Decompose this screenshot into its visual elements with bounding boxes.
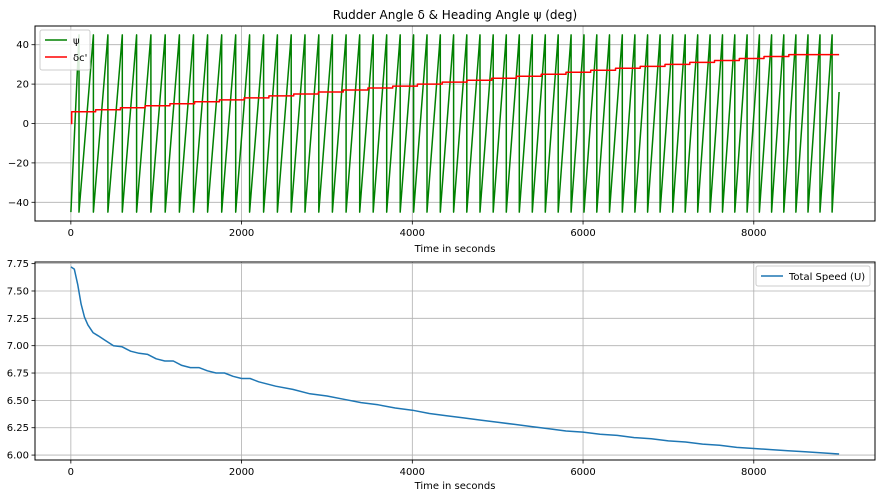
plot-area (70, 266, 840, 455)
y-ticks: 6.00 6.25 6.50 6.75 7.00 7.25 7.50 7.75 (7, 259, 35, 462)
plot-area (70, 34, 840, 213)
y-tick-label: 7.50 (7, 286, 29, 297)
y-tick-label: 0 (23, 119, 29, 130)
axes-frame (34, 25, 876, 222)
x-tick-label: 0 (68, 467, 74, 478)
x-tick-label: 8000 (741, 467, 766, 478)
legend: ψ δc' (39, 29, 91, 71)
legend-label-psi: ψ (73, 36, 80, 47)
y-tick-label: −20 (8, 158, 29, 169)
y-tick-label: 6.50 (7, 396, 29, 407)
x-ticks: 0 2000 4000 6000 8000 (68, 221, 767, 239)
x-tick-label: 8000 (741, 228, 766, 239)
x-tick-label: 4000 (400, 467, 425, 478)
x-tick-label: 4000 (400, 228, 425, 239)
legend-label-delta: δc' (73, 53, 87, 64)
y-tick-label: 7.00 (7, 341, 29, 352)
x-tick-label: 2000 (229, 467, 254, 478)
x-tick-label: 0 (68, 228, 74, 239)
series-line-1 (70, 53, 840, 125)
legend-box (39, 29, 91, 71)
series-line-0 (70, 34, 840, 213)
grid (35, 262, 875, 460)
legend: Total Speed (U) (755, 265, 871, 287)
x-axis-label: Time in seconds (414, 244, 496, 255)
y-ticks: −40 −20 0 20 40 (8, 40, 35, 209)
legend-label-speed: Total Speed (U) (788, 272, 865, 283)
y-tick-label: 40 (16, 40, 29, 51)
chart-title: Rudder Angle δ & Heading Angle ψ (deg) (333, 8, 577, 22)
y-tick-label: 6.25 (7, 423, 29, 434)
y-tick-label: −40 (8, 198, 29, 209)
y-tick-label: 7.75 (7, 259, 29, 270)
x-ticks: 0 2000 4000 6000 8000 (68, 460, 767, 478)
axes-frame (34, 261, 876, 461)
y-tick-label: 20 (16, 80, 29, 91)
legend-box (755, 265, 871, 287)
y-tick-label: 6.00 (7, 451, 29, 462)
x-tick-label: 6000 (570, 228, 595, 239)
y-tick-label: 6.75 (7, 369, 29, 380)
x-tick-label: 2000 (229, 228, 254, 239)
series-line-0 (70, 266, 840, 455)
heading-rudder-panel: Rudder Angle δ & Heading Angle ψ (deg) 0… (8, 8, 876, 255)
total-speed-panel: 0 2000 4000 6000 8000 6.00 6.25 6.50 6.75 7.00 7.… (7, 259, 876, 492)
y-tick-label: 7.25 (7, 314, 29, 325)
x-tick-label: 6000 (570, 467, 595, 478)
x-axis-label: Time in seconds (414, 481, 496, 492)
